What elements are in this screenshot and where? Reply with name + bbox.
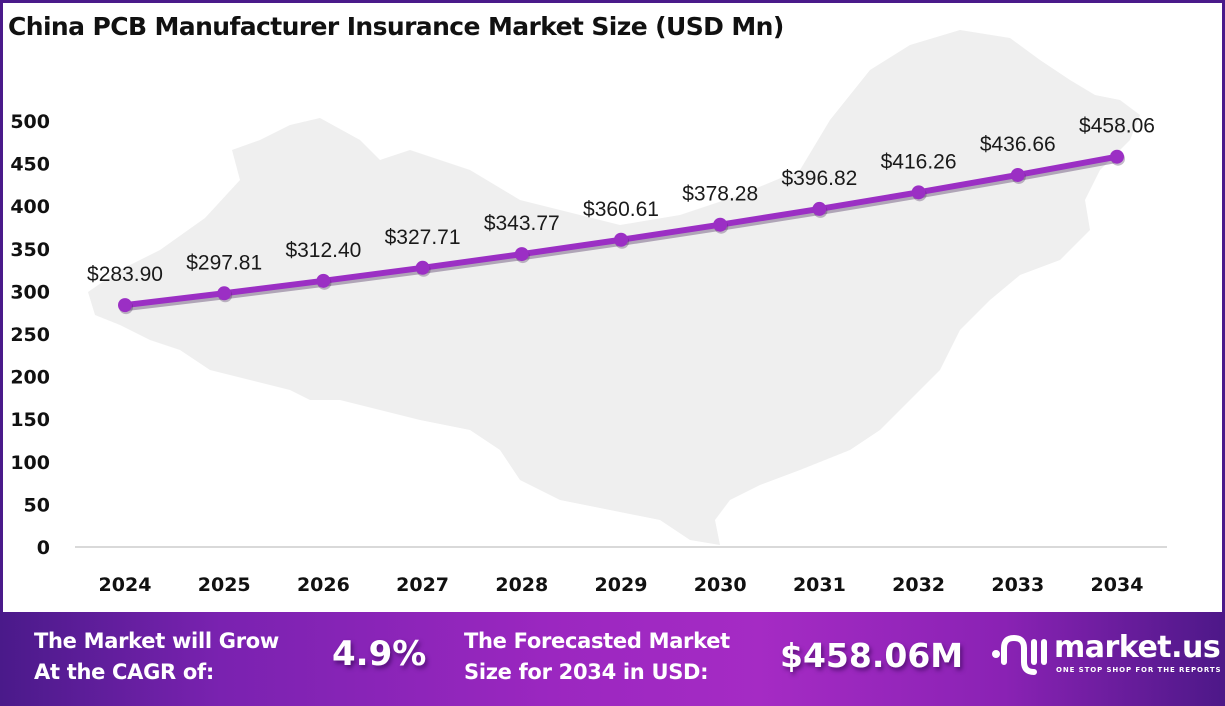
y-tick-label: 50 (24, 494, 50, 516)
data-point-marker (316, 273, 331, 288)
y-tick-label: 350 (10, 239, 50, 261)
data-label: $343.77 (484, 212, 560, 235)
summary-banner: The Market will Grow At the CAGR of: 4.9… (0, 612, 1225, 706)
x-tick-label: 2034 (1091, 574, 1144, 596)
data-point-marker (514, 247, 529, 262)
data-label: $416.26 (881, 150, 957, 173)
data-point-marker (1010, 167, 1025, 182)
data-labels: $283.90 $297.81 $312.40 $327.71 $343.77 $360.… (87, 115, 1155, 286)
x-axis: 2024 2025 2026 2027 2028 2029 2030 2031 2032 2033… (99, 574, 1144, 596)
cagr-label: The Market will Grow At the CAGR of: (34, 626, 279, 688)
x-tick-label: 2030 (694, 574, 747, 596)
chart-title: China PCB Manufacturer Insurance Market … (8, 12, 784, 41)
y-tick-label: 500 (10, 111, 50, 133)
forecast-label-line1: The Forecasted Market (464, 629, 730, 653)
x-tick-label: 2025 (198, 574, 251, 596)
x-tick-label: 2031 (793, 574, 846, 596)
data-label: $378.28 (682, 183, 758, 206)
y-tick-label: 400 (10, 196, 50, 218)
data-point-marker (118, 298, 132, 313)
cagr-label-line2: At the CAGR of: (34, 660, 214, 684)
brand-tagline: ONE STOP SHOP FOR THE REPORTS (1056, 666, 1222, 674)
data-label: $297.81 (186, 251, 262, 274)
x-tick-label: 2029 (595, 574, 648, 596)
data-label: $396.82 (781, 167, 857, 190)
data-point-marker (713, 217, 728, 232)
data-label: $360.61 (583, 198, 659, 221)
x-tick-label: 2026 (297, 574, 350, 596)
x-tick-label: 2027 (396, 574, 449, 596)
x-tick-label: 2032 (892, 574, 945, 596)
y-tick-label: 100 (10, 452, 50, 474)
data-point-marker (812, 201, 827, 216)
forecast-value: $458.06M (780, 636, 964, 675)
cagr-label-line1: The Market will Grow (34, 629, 279, 653)
y-tick-label: 150 (10, 409, 50, 431)
y-tick-label: 300 (10, 281, 50, 303)
data-point-marker (217, 286, 232, 301)
brand-logo: market.us ONE STOP SHOP FOR THE REPORTS (990, 630, 1221, 682)
x-tick-label: 2028 (495, 574, 548, 596)
data-label: $327.71 (385, 226, 461, 249)
y-tick-label: 450 (10, 154, 50, 176)
data-label: $312.40 (285, 239, 361, 262)
y-tick-label: 250 (10, 324, 50, 346)
map-silhouette (88, 30, 1140, 545)
data-point-marker (1110, 149, 1124, 164)
brand-name: market.us (1054, 630, 1221, 665)
data-point-marker (911, 185, 926, 200)
x-tick-label: 2033 (991, 574, 1044, 596)
data-label: $283.90 (87, 263, 163, 286)
data-label: $458.06 (1079, 115, 1155, 138)
y-tick-label: 0 (37, 537, 50, 559)
data-label: $436.66 (980, 133, 1056, 156)
forecast-label: The Forecasted Market Size for 2034 in U… (464, 626, 730, 688)
data-point-marker (614, 232, 628, 247)
data-point-marker (415, 260, 430, 275)
forecast-label-line2: Size for 2034 in USD: (464, 660, 709, 684)
x-tick-label: 2024 (99, 574, 152, 596)
series-line (118, 149, 1125, 315)
market-us-logo-icon (992, 634, 1047, 675)
y-axis: 0 50 100 150 200 250 300 350 400 450 500 (10, 111, 50, 559)
cagr-value: 4.9% (332, 634, 427, 674)
y-tick-label: 200 (10, 367, 50, 389)
